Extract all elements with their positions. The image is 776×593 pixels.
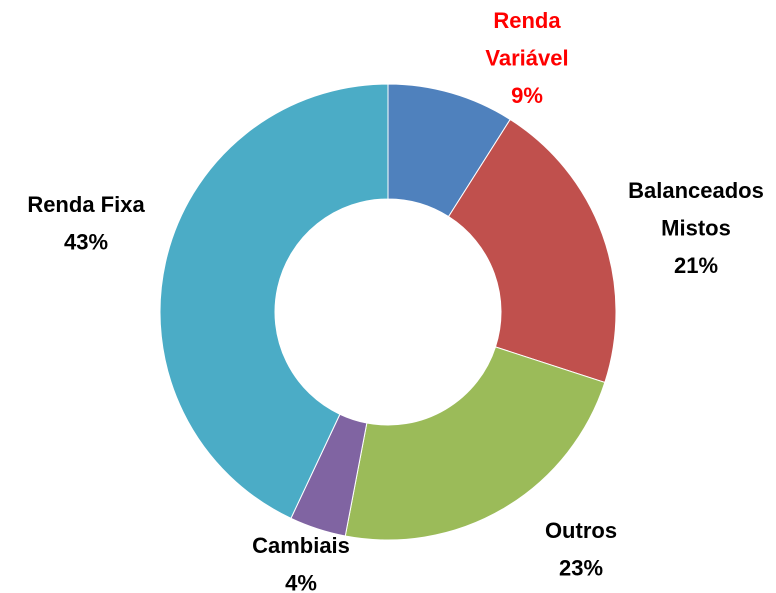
slice-label: Cambiais — [252, 533, 350, 558]
donut-slice — [447, 118, 617, 384]
value-label: 4% — [285, 570, 317, 593]
slice-label: Balanceados Mistos — [628, 178, 764, 241]
value-label: 43% — [64, 229, 108, 254]
slice-label: Renda Variável — [485, 8, 568, 71]
slice-label: Renda Fixa — [27, 192, 145, 217]
value-label: 23% — [559, 555, 603, 580]
donut-slice — [344, 346, 606, 541]
slice-label: Outros — [545, 518, 617, 543]
value-label: 21% — [674, 253, 718, 278]
value-label: 9% — [511, 83, 543, 108]
donut-slice — [159, 83, 389, 519]
